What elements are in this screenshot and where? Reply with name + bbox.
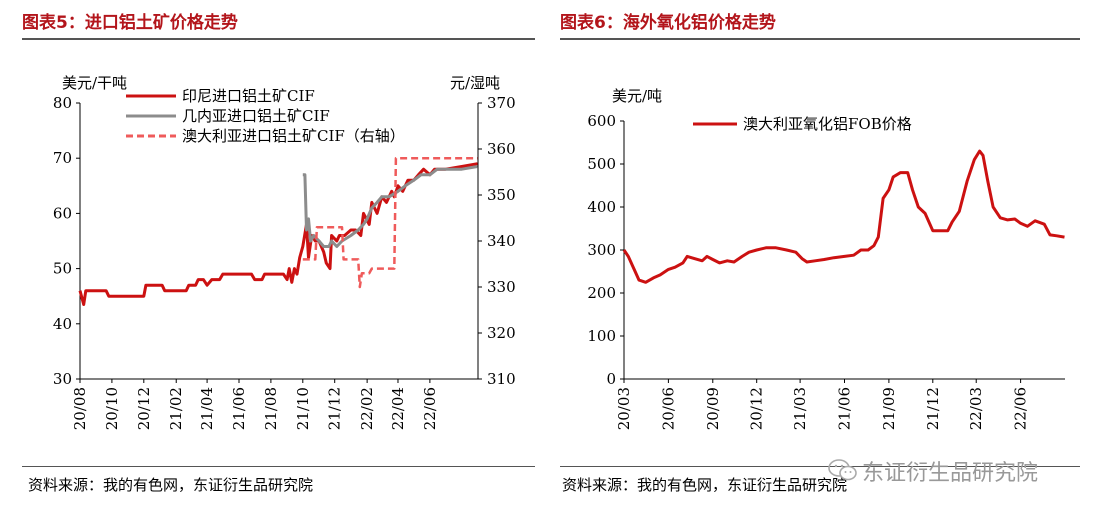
chart2-title: 图表6：海外氧化铝价格走势 xyxy=(560,13,776,33)
x-tick-label: 21/12 xyxy=(924,387,942,430)
chart2-svg: 0 100 200 300 400 500 600 20/03 20/06 20/09 20/12 2… xyxy=(587,87,1065,430)
x-tick-label: 20/08 xyxy=(71,387,89,430)
y-tick-label: 600 xyxy=(587,112,616,130)
x-tick-label: 21/06 xyxy=(836,387,854,430)
legend-label-2: 澳大利亚进口铝土矿CIF（右轴） xyxy=(182,127,405,145)
y-axis-label: 美元/吨 xyxy=(612,87,662,105)
x-tick-label: 22/04 xyxy=(389,387,407,430)
x-tick-label: 20/06 xyxy=(659,387,677,430)
source-rule xyxy=(560,466,1080,467)
y2-tick-label: 310 xyxy=(487,370,516,388)
series-line-1 xyxy=(302,165,478,248)
legend-label-0: 印尼进口铝土矿CIF xyxy=(182,87,315,105)
y2-axis-label: 元/湿吨 xyxy=(450,74,500,92)
y-tick-label: 0 xyxy=(606,370,616,388)
y-tick-label: 200 xyxy=(587,284,616,302)
x-tick-label: 21/12 xyxy=(326,387,344,430)
x-tick-label: 20/03 xyxy=(615,387,633,430)
y-tick-label: 60 xyxy=(53,204,72,222)
legend-label-1: 几内亚进口铝土矿CIF xyxy=(182,107,330,125)
y-tick-label: 500 xyxy=(587,155,616,173)
x-tick-label: 21/09 xyxy=(880,387,898,430)
series-line-0 xyxy=(622,149,1065,284)
y-tick-label: 300 xyxy=(587,241,616,259)
x-tick-label: 20/09 xyxy=(704,387,722,430)
legend-label-0: 澳大利亚氧化铝FOB价格 xyxy=(743,115,912,133)
x-tick-label: 21/02 xyxy=(167,387,185,430)
x-tick-label: 21/08 xyxy=(262,387,280,430)
x-tick-label: 22/03 xyxy=(967,387,985,430)
y-tick-label: 30 xyxy=(53,370,72,388)
source-rule xyxy=(22,466,535,467)
y-tick-label: 50 xyxy=(53,260,72,278)
chart1-svg: 30 40 50 60 70 80 310 320 330 340 350 360 370 20/08 20… xyxy=(53,74,516,430)
x-tick-label: 21/03 xyxy=(791,387,809,430)
series-line-2 xyxy=(302,156,478,289)
wechat-icon xyxy=(828,459,857,481)
x-tick-label: 22/06 xyxy=(1012,387,1030,430)
x-tick-label: 20/12 xyxy=(135,387,153,430)
panel-alumina: 图表6：海外氧化铝价格走势 0 100 200 300 400 500 600 20/03 20… xyxy=(560,0,1118,520)
x-tick-label: 22/06 xyxy=(421,387,439,430)
x-tick-label: 21/10 xyxy=(294,387,312,430)
y2-tick-label: 320 xyxy=(487,324,516,342)
x-tick-label: 22/02 xyxy=(358,387,376,430)
y2-tick-label: 350 xyxy=(487,186,516,204)
series-line-0 xyxy=(78,162,478,306)
x-tick-label: 21/04 xyxy=(198,387,216,430)
x-tick-label: 21/06 xyxy=(230,387,248,430)
x-tick-label: 20/12 xyxy=(748,387,766,430)
watermark: 东证衍生品研究院 xyxy=(862,461,1039,486)
y-tick-label: 80 xyxy=(53,94,72,112)
y-tick-label: 70 xyxy=(53,149,72,167)
y-tick-label: 40 xyxy=(53,315,72,333)
chart2-source: 资料来源：我的有色网，东证衍生品研究院 xyxy=(562,476,848,494)
y-tick-label: 400 xyxy=(587,198,616,216)
y-tick-label: 100 xyxy=(587,327,616,345)
y2-tick-label: 330 xyxy=(487,278,516,296)
x-tick-label: 20/10 xyxy=(103,387,121,430)
y-axis-label: 美元/干吨 xyxy=(62,74,127,92)
panel-bauxite: 图表5：进口铝土矿价格走势 30 40 50 60 70 80 310 320 330 340 35… xyxy=(0,0,545,520)
title-rule xyxy=(560,38,1080,40)
y2-tick-label: 360 xyxy=(487,140,516,158)
y2-tick-label: 340 xyxy=(487,232,516,250)
y2-tick-label: 370 xyxy=(487,94,516,112)
chart1-title: 图表5：进口铝土矿价格走势 xyxy=(22,13,238,33)
title-rule xyxy=(22,38,535,40)
chart1-source: 资料来源：我的有色网，东证衍生品研究院 xyxy=(28,476,314,494)
